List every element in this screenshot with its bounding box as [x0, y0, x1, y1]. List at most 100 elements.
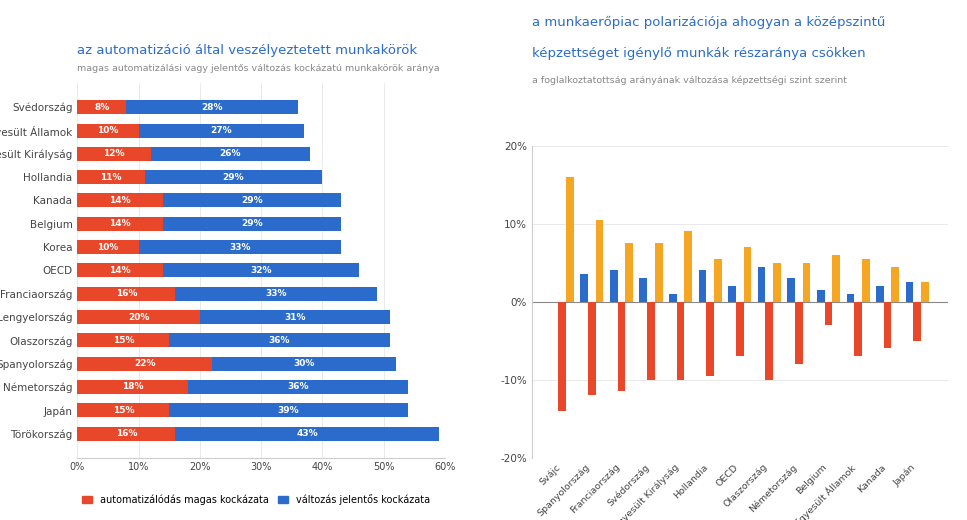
- Bar: [774, 263, 781, 302]
- Text: 20%: 20%: [128, 313, 149, 321]
- Bar: [825, 302, 833, 325]
- Bar: [77, 170, 145, 184]
- Bar: [77, 193, 163, 207]
- Bar: [766, 302, 774, 380]
- Bar: [906, 282, 914, 302]
- Bar: [145, 170, 322, 184]
- Bar: [639, 278, 647, 302]
- Text: 32%: 32%: [250, 266, 272, 275]
- Bar: [77, 287, 175, 301]
- Bar: [914, 302, 922, 341]
- Bar: [77, 426, 175, 440]
- Bar: [77, 357, 212, 371]
- Bar: [558, 302, 566, 411]
- Bar: [163, 193, 340, 207]
- Text: 43%: 43%: [296, 429, 318, 438]
- Text: 16%: 16%: [116, 289, 137, 298]
- Text: 27%: 27%: [211, 126, 232, 135]
- Bar: [758, 266, 766, 302]
- Text: 8%: 8%: [94, 103, 109, 112]
- Bar: [610, 270, 618, 302]
- Text: 31%: 31%: [284, 313, 306, 321]
- Text: 10%: 10%: [98, 243, 119, 252]
- Bar: [151, 147, 310, 161]
- Text: 11%: 11%: [101, 173, 122, 181]
- Bar: [77, 240, 138, 254]
- Bar: [795, 302, 803, 364]
- Bar: [698, 270, 706, 302]
- Bar: [596, 219, 603, 302]
- Bar: [618, 302, 626, 391]
- Bar: [566, 177, 573, 302]
- Bar: [892, 266, 899, 302]
- Bar: [787, 278, 795, 302]
- Text: 15%: 15%: [112, 406, 134, 415]
- Bar: [77, 333, 169, 347]
- Bar: [77, 404, 169, 417]
- Bar: [77, 310, 200, 324]
- Bar: [588, 302, 596, 395]
- Text: a foglalkoztatottság arányának változása képzettségi szint szerint: a foglalkoztatottság arányának változása…: [532, 75, 847, 85]
- Text: 28%: 28%: [201, 103, 222, 112]
- Text: 36%: 36%: [269, 336, 290, 345]
- Text: 16%: 16%: [116, 429, 137, 438]
- Bar: [677, 302, 685, 380]
- Text: 29%: 29%: [241, 196, 263, 205]
- Bar: [188, 380, 408, 394]
- Text: 10%: 10%: [98, 126, 119, 135]
- Text: az automatizáció által veszélyeztetett munkakörök: az automatizáció által veszélyeztetett m…: [77, 44, 418, 57]
- Bar: [169, 404, 408, 417]
- Text: 33%: 33%: [266, 289, 287, 298]
- Bar: [175, 426, 439, 440]
- Text: képzettséget igénylő munkák részaránya csökken: képzettséget igénylő munkák részaránya c…: [532, 47, 865, 60]
- Bar: [736, 302, 744, 356]
- Text: magas automatizálási vagy jelentős változás kockázatú munkakörök aránya: magas automatizálási vagy jelentős válto…: [77, 64, 440, 73]
- Bar: [77, 264, 163, 277]
- Bar: [138, 240, 340, 254]
- Text: 36%: 36%: [287, 383, 308, 392]
- Bar: [922, 282, 928, 302]
- Bar: [127, 100, 298, 114]
- Bar: [669, 294, 677, 302]
- Bar: [846, 294, 854, 302]
- Bar: [580, 274, 588, 302]
- Text: 18%: 18%: [122, 383, 143, 392]
- Bar: [626, 243, 633, 302]
- Bar: [817, 290, 825, 302]
- Bar: [655, 243, 662, 302]
- Bar: [77, 100, 127, 114]
- Text: 39%: 39%: [278, 406, 300, 415]
- Bar: [685, 231, 692, 302]
- Legend: automatizálódás magas kockázata, változás jelentős kockázata: automatizálódás magas kockázata, változá…: [82, 494, 430, 505]
- Bar: [803, 263, 810, 302]
- Text: 14%: 14%: [109, 196, 132, 205]
- Bar: [163, 217, 340, 231]
- Text: a munkaerőpiac polarizációja ahogyan a középszintű: a munkaerőpiac polarizációja ahogyan a k…: [532, 16, 885, 29]
- Text: 30%: 30%: [293, 359, 314, 368]
- Bar: [77, 124, 138, 137]
- Bar: [833, 255, 840, 302]
- Bar: [200, 310, 390, 324]
- Text: 22%: 22%: [134, 359, 156, 368]
- Bar: [212, 357, 396, 371]
- Bar: [854, 302, 862, 356]
- Text: 29%: 29%: [241, 219, 263, 228]
- Text: 33%: 33%: [229, 243, 250, 252]
- Bar: [77, 217, 163, 231]
- Bar: [175, 287, 377, 301]
- Text: 15%: 15%: [112, 336, 134, 345]
- Bar: [706, 302, 714, 375]
- Bar: [647, 302, 655, 380]
- Bar: [77, 380, 188, 394]
- Bar: [862, 258, 869, 302]
- Bar: [77, 147, 151, 161]
- Text: 29%: 29%: [222, 173, 245, 181]
- Text: 26%: 26%: [220, 149, 241, 158]
- Bar: [744, 247, 751, 302]
- Bar: [728, 286, 736, 302]
- Bar: [163, 264, 359, 277]
- Bar: [876, 286, 884, 302]
- Text: 14%: 14%: [109, 219, 132, 228]
- Bar: [884, 302, 892, 348]
- Text: 14%: 14%: [109, 266, 132, 275]
